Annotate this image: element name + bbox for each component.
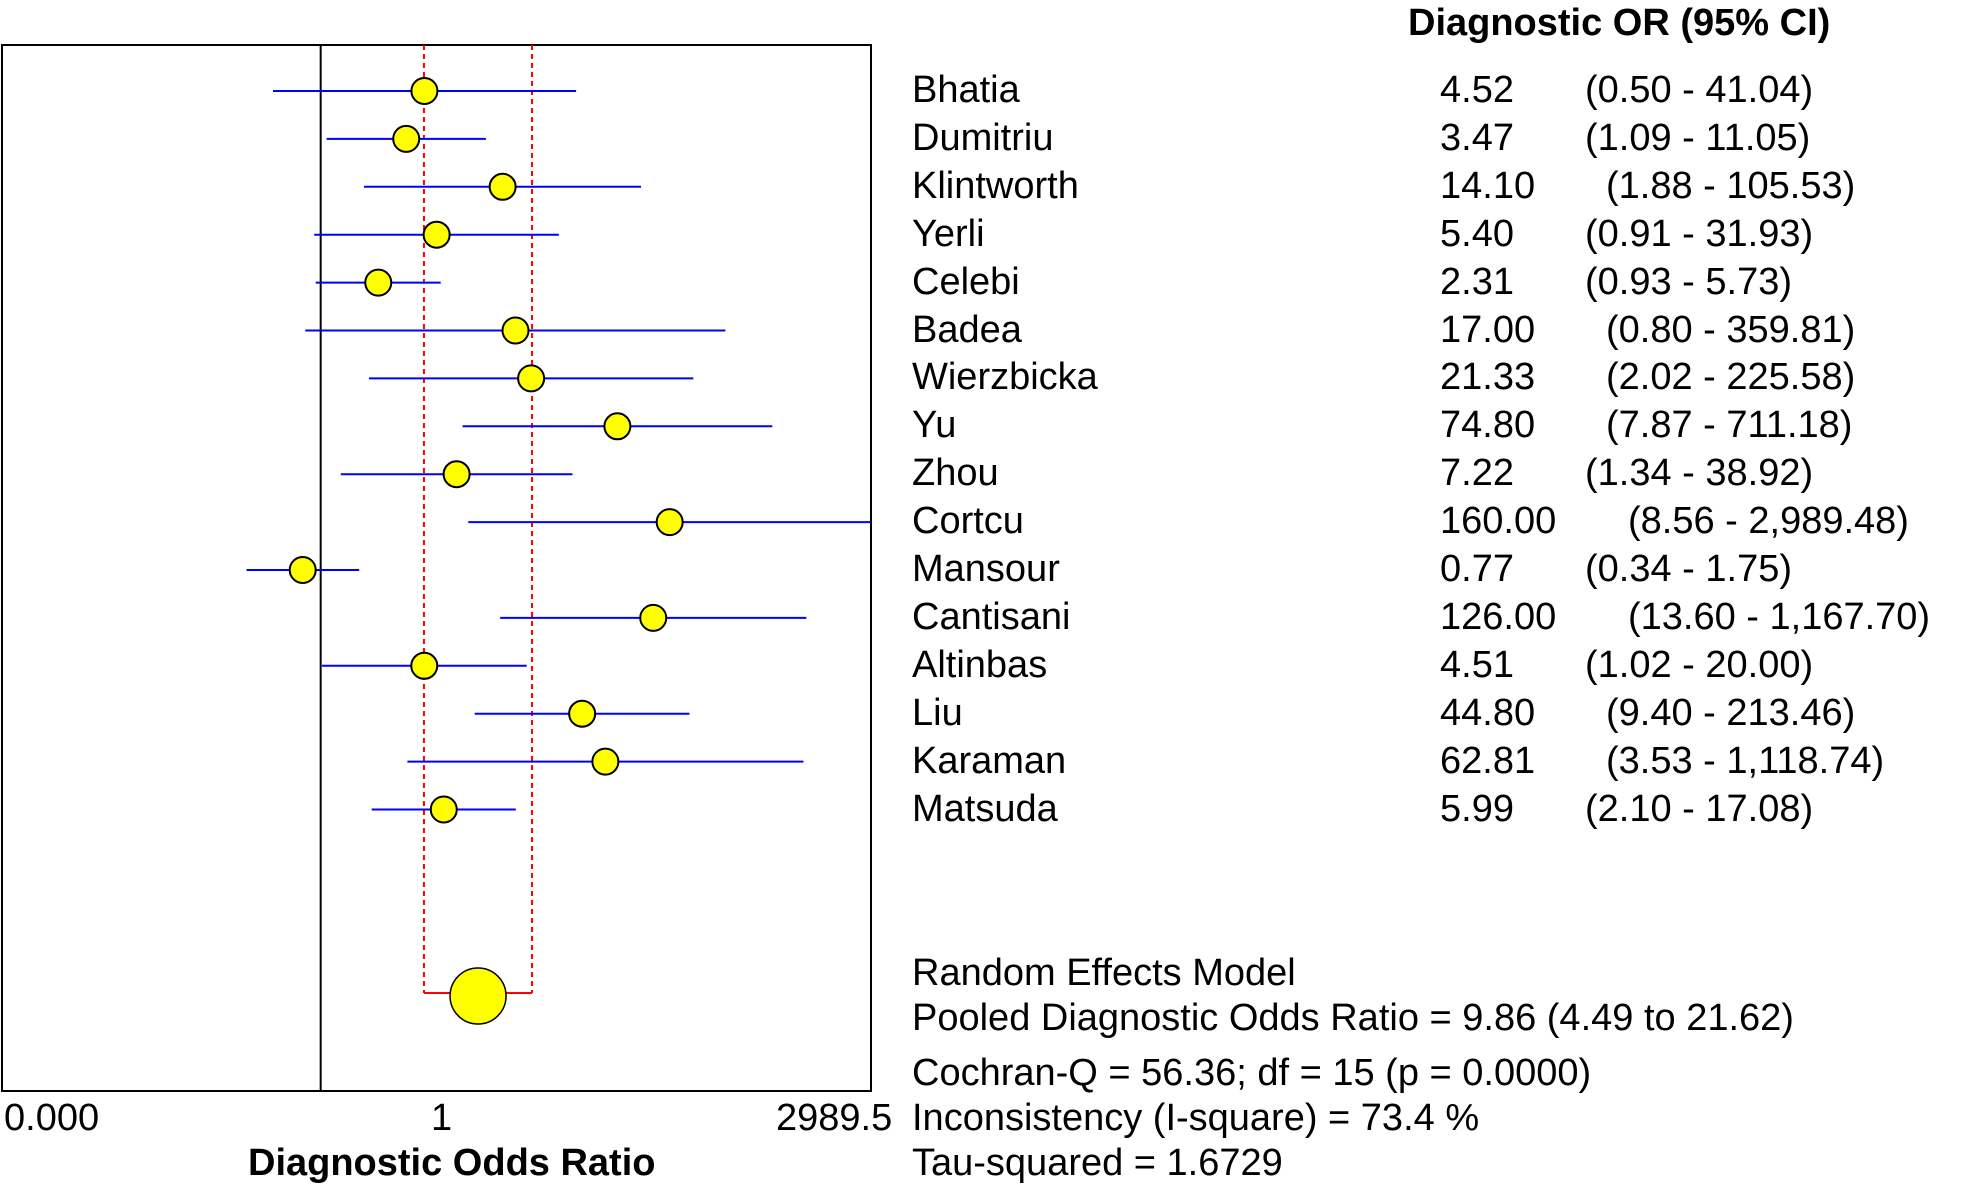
plot-frame: [1, 44, 872, 1092]
or-marker-dumitriu: [392, 124, 421, 153]
summary-inconsistency: Inconsistency (I-square) = 73.4 %: [912, 1097, 1480, 1139]
study-name: Badea: [912, 308, 1022, 351]
x-tick-label-mid: 1: [431, 1097, 453, 1139]
study-name: Yerli: [912, 212, 985, 255]
study-ci-value: (1.34 - 38.92): [1585, 452, 1814, 495]
x-tick-label-min: 0.000: [4, 1097, 100, 1139]
pooled-or-marker: [449, 967, 507, 1025]
or-marker-mansour: [288, 556, 317, 584]
or-marker-altinbas: [410, 651, 439, 680]
or-marker-wierzbicka: [517, 364, 546, 393]
study-name: Celebi: [912, 260, 1020, 303]
study-name: Liu: [912, 691, 963, 734]
study-name: Klintworth: [912, 164, 1079, 207]
study-or-value: 74.80: [1440, 404, 1536, 447]
x-axis-title: Diagnostic Odds Ratio: [248, 1142, 656, 1184]
study-ci-value: (3.53 - 1,118.74): [1606, 739, 1885, 782]
study-ci-value: (0.93 - 5.73): [1585, 260, 1792, 303]
study-ci-value: (0.80 - 359.81): [1606, 308, 1856, 351]
study-name: Matsuda: [912, 787, 1058, 830]
study-or-value: 14.10: [1440, 164, 1536, 207]
or-marker-yerli: [422, 220, 451, 249]
study-ci-value: (0.91 - 31.93): [1585, 212, 1814, 255]
or-marker-matsuda: [429, 795, 458, 824]
summary-pooled: Pooled Diagnostic Odds Ratio = 9.86 (4.4…: [912, 997, 1794, 1039]
study-ci-value: (1.02 - 20.00): [1585, 643, 1814, 686]
study-ci-value: (0.34 - 1.75): [1585, 548, 1792, 590]
or-marker-klintworth: [488, 172, 517, 201]
study-name: Wierzbicka: [912, 356, 1098, 399]
study-name: Mansour: [912, 548, 1060, 590]
summary-model: Random Effects Model: [912, 952, 1296, 994]
study-name: Dumitriu: [912, 116, 1054, 159]
study-ci-value: (0.50 - 41.04): [1585, 69, 1814, 111]
study-or-value: 62.81: [1440, 739, 1536, 782]
column-header: Diagnostic OR (95% CI): [1408, 2, 1831, 44]
summary-tau: Tau-squared = 1.6729: [912, 1142, 1283, 1184]
study-ci-value: (9.40 - 213.46): [1606, 691, 1856, 734]
study-or-value: 3.47: [1440, 116, 1514, 159]
or-marker-liu: [568, 699, 597, 728]
study-name: Yu: [912, 404, 957, 447]
study-name: Bhatia: [912, 69, 1020, 111]
study-or-value: 21.33: [1440, 356, 1536, 399]
x-tick-label-max: 2989.5: [776, 1097, 893, 1139]
study-or-value: 5.40: [1440, 212, 1514, 255]
or-marker-yu: [603, 412, 632, 441]
study-name: Karaman: [912, 739, 1067, 782]
or-marker-cortcu: [655, 508, 684, 537]
study-or-value: 126.00: [1440, 595, 1557, 638]
study-name: Altinbas: [912, 643, 1048, 686]
or-marker-zhou: [442, 460, 471, 489]
study-or-value: 0.77: [1440, 548, 1514, 590]
or-marker-celebi: [364, 268, 393, 297]
study-name: Cortcu: [912, 500, 1024, 543]
study-or-value: 44.80: [1440, 691, 1536, 734]
study-name: Cantisani: [912, 595, 1071, 638]
study-name: Zhou: [912, 452, 999, 495]
or-marker-badea: [501, 316, 530, 345]
summary-cochran: Cochran-Q = 56.36; df = 15 (p = 0.0000): [912, 1052, 1592, 1094]
study-ci-value: (8.56 - 2,989.48): [1628, 500, 1909, 543]
study-or-value: 4.51: [1440, 643, 1514, 686]
or-marker-bhatia: [410, 77, 439, 105]
study-or-value: 4.52: [1440, 69, 1514, 111]
or-marker-cantisani: [639, 603, 668, 632]
study-ci-value: (13.60 - 1,167.70): [1628, 595, 1931, 638]
study-or-value: 2.31: [1440, 260, 1514, 303]
study-ci-value: (1.88 - 105.53): [1606, 164, 1856, 207]
or-marker-karaman: [591, 747, 620, 776]
study-ci-value: (7.87 - 711.18): [1606, 404, 1853, 447]
study-or-value: 7.22: [1440, 452, 1514, 495]
study-ci-value: (2.10 - 17.08): [1585, 787, 1814, 830]
study-ci-value: (1.09 - 11.05): [1585, 116, 1811, 159]
study-or-value: 5.99: [1440, 787, 1514, 830]
study-or-value: 17.00: [1440, 308, 1536, 351]
study-ci-value: (2.02 - 225.58): [1606, 356, 1856, 399]
study-or-value: 160.00: [1440, 500, 1557, 543]
